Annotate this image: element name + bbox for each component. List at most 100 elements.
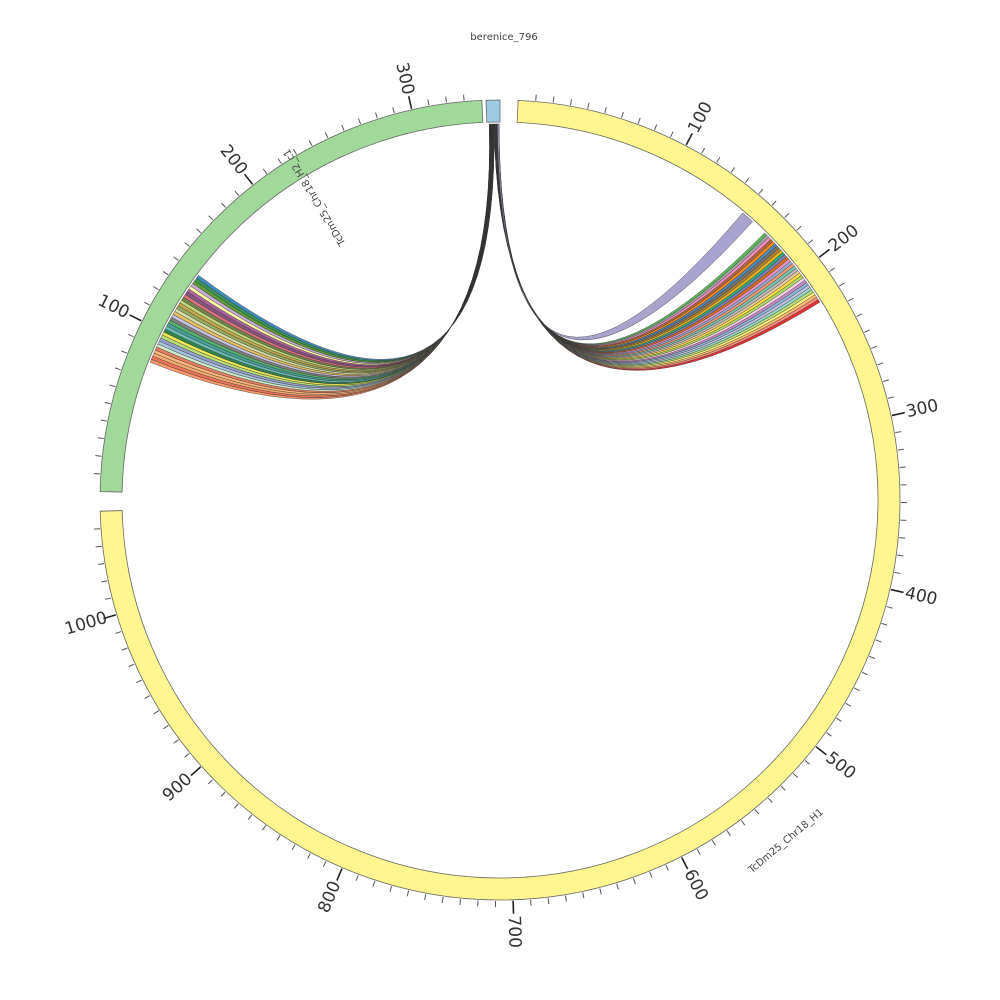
minor-tick [389, 885, 393, 892]
tick-label: 800 [314, 878, 345, 916]
minor-tick [637, 117, 641, 124]
minor-tick [882, 379, 889, 382]
major-tick [891, 411, 905, 417]
tick-label: 300 [904, 396, 940, 422]
minor-tick [701, 147, 706, 154]
minor-tick [98, 563, 105, 566]
minor-tick [324, 132, 329, 139]
minor-tick [121, 350, 128, 354]
minor-tick [375, 112, 378, 119]
minor-tick [869, 655, 876, 660]
minor-tick [153, 710, 160, 715]
segment-arc-h2c1 [99, 99, 484, 493]
major-tick [336, 868, 343, 881]
minor-tick [276, 835, 281, 841]
minor-tick [355, 874, 359, 881]
minor-tick [829, 267, 835, 272]
minor-tick [220, 791, 226, 797]
minor-tick [771, 200, 777, 206]
minor-tick [881, 622, 888, 626]
minor-tick [535, 94, 537, 101]
major-tick [890, 588, 904, 594]
tick-label: 300 [391, 61, 418, 97]
minor-tick [621, 111, 624, 119]
link-ribbon [498, 123, 767, 345]
minor-tick [547, 898, 550, 905]
minor-tick [173, 739, 179, 744]
minor-tick [114, 367, 121, 371]
minor-tick [587, 102, 590, 109]
tick-label: 700 [504, 915, 525, 948]
minor-tick [128, 663, 135, 668]
minor-tick [196, 228, 202, 234]
link-ribbon [172, 123, 493, 376]
tick-label: 200 [216, 141, 252, 179]
minor-tick [247, 814, 253, 820]
minor-tick [153, 286, 159, 291]
tick-label: 1000 [63, 608, 110, 640]
minor-tick [875, 639, 882, 643]
minor-tick [441, 896, 444, 903]
minor-tick [233, 803, 239, 809]
minor-tick [804, 759, 810, 765]
minor-tick [784, 213, 790, 218]
minor-tick [372, 880, 376, 887]
major-tick [103, 614, 117, 620]
minor-tick [856, 313, 863, 318]
major-tick [818, 248, 831, 258]
major-tick [685, 132, 693, 146]
minor-tick [291, 844, 296, 851]
minor-tick [128, 333, 134, 338]
minor-tick [208, 779, 214, 785]
major-tick [681, 857, 689, 870]
minor-tick [845, 702, 852, 707]
minor-tick [716, 157, 721, 163]
tick-label: 100 [95, 291, 133, 323]
minor-tick [184, 753, 190, 758]
minor-tick [277, 158, 282, 165]
major-tick [243, 173, 254, 185]
minor-tick [654, 124, 658, 131]
minor-tick [262, 168, 268, 175]
minor-tick [726, 830, 731, 836]
minor-tick [599, 888, 602, 895]
minor-tick [796, 225, 802, 231]
minor-tick [95, 545, 102, 548]
major-tick [129, 314, 142, 322]
minor-tick [162, 271, 169, 276]
minor-tick [163, 724, 169, 730]
minor-tick [308, 140, 313, 147]
minor-tick [459, 899, 462, 906]
segment-label-h1: TcDm25_Chr18_H1 [746, 807, 826, 877]
minor-tick [807, 239, 814, 244]
minor-tick [101, 580, 108, 583]
minor-tick [293, 149, 297, 155]
minor-tick [406, 890, 410, 897]
minor-tick [109, 384, 116, 388]
minor-tick [121, 647, 128, 651]
minor-tick [445, 96, 447, 103]
minor-tick [670, 131, 674, 138]
link-ribbon [196, 123, 495, 361]
minor-tick [894, 571, 901, 574]
minor-tick [341, 124, 345, 131]
minor-tick [854, 687, 860, 692]
minor-tick [136, 679, 142, 684]
minor-tick [322, 861, 327, 867]
minor-tick [895, 431, 902, 434]
link-ribbons [149, 123, 821, 400]
minor-tick [104, 401, 111, 405]
link-ribbon [171, 123, 493, 378]
minor-tick [564, 895, 567, 902]
minor-tick [649, 871, 653, 878]
minor-tick [847, 297, 854, 302]
minor-tick [758, 188, 764, 195]
minor-tick [105, 597, 112, 600]
tick-label: 600 [680, 866, 713, 904]
minor-tick [632, 878, 636, 885]
minor-tick [838, 282, 845, 287]
minor-tick [899, 537, 906, 539]
minor-tick [604, 106, 607, 114]
minor-tick [740, 820, 746, 826]
